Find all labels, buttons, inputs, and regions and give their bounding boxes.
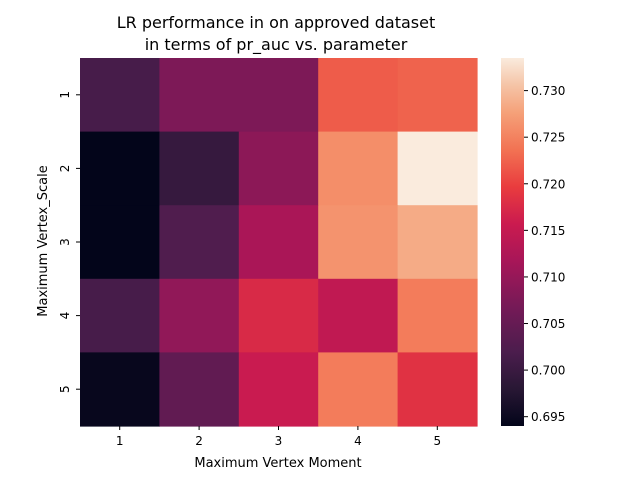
x-tick-label: 3 [275, 434, 283, 448]
y-tick-label: 2 [58, 165, 72, 173]
heatmap-cell [80, 352, 160, 427]
heatmap-cell [238, 131, 319, 206]
heatmap-cell [159, 278, 240, 353]
heatmap-cell [318, 278, 399, 353]
y-tick-label: 5 [58, 385, 72, 393]
x-tick-label: 4 [354, 434, 362, 448]
colorbar-tick-label: 0.705 [531, 317, 565, 331]
heatmap-cell [80, 58, 160, 133]
heatmap-cell [318, 205, 399, 280]
colorbar-tick-label: 0.710 [531, 270, 565, 284]
x-axis-label: Maximum Vertex Moment [194, 456, 361, 471]
heatmap-cells [80, 58, 478, 427]
x-tick-label: 2 [195, 434, 203, 448]
chart-title-line2: in terms of pr_auc vs. parameter [145, 35, 408, 55]
heatmap-cell [238, 205, 319, 280]
x-tick-label: 1 [116, 434, 124, 448]
colorbar-tick-label: 0.725 [531, 131, 565, 145]
heatmap-cell [238, 58, 319, 133]
heatmap-cell [238, 278, 319, 353]
colorbar-tick-label: 0.695 [531, 410, 565, 424]
heatmap-cell [318, 58, 399, 133]
heatmap-cell [80, 278, 160, 353]
heatmap-cell [397, 352, 478, 427]
heatmap-cell [397, 278, 478, 353]
x-axis-ticks: 1 2 3 4 5 [116, 426, 441, 448]
heatmap-cell [159, 58, 240, 133]
heatmap-cell [397, 205, 478, 280]
heatmap-cell [318, 352, 399, 427]
heatmap-cell [318, 131, 399, 206]
heatmap-cell [80, 131, 160, 206]
heatmap-cell [159, 352, 240, 427]
colorbar-tick-label: 0.730 [531, 84, 565, 98]
y-tick-label: 4 [58, 312, 72, 320]
y-axis-label: Maximum Vertex_Scale [36, 165, 51, 316]
x-tick-label: 5 [433, 434, 441, 448]
heatmap-cell [159, 205, 240, 280]
y-tick-label: 1 [58, 91, 72, 99]
heatmap-cell [238, 352, 319, 427]
heatmap-cell [397, 131, 478, 206]
y-axis-ticks: 1 2 3 4 5 [58, 91, 80, 393]
chart-title-line1: LR performance in on approved dataset [117, 13, 436, 32]
heatmap-cell [397, 58, 478, 133]
colorbar [501, 58, 524, 426]
colorbar-tick-label: 0.700 [531, 364, 565, 378]
y-tick-label: 3 [58, 238, 72, 246]
colorbar-tick-label: 0.715 [531, 224, 565, 238]
colorbar-ticks: 0.695 0.700 0.705 0.710 0.715 0.720 0.725 0.730 [524, 84, 565, 424]
colorbar-tick-label: 0.720 [531, 177, 565, 191]
heatmap-cell [159, 131, 240, 206]
heatmap-cell [80, 205, 160, 280]
